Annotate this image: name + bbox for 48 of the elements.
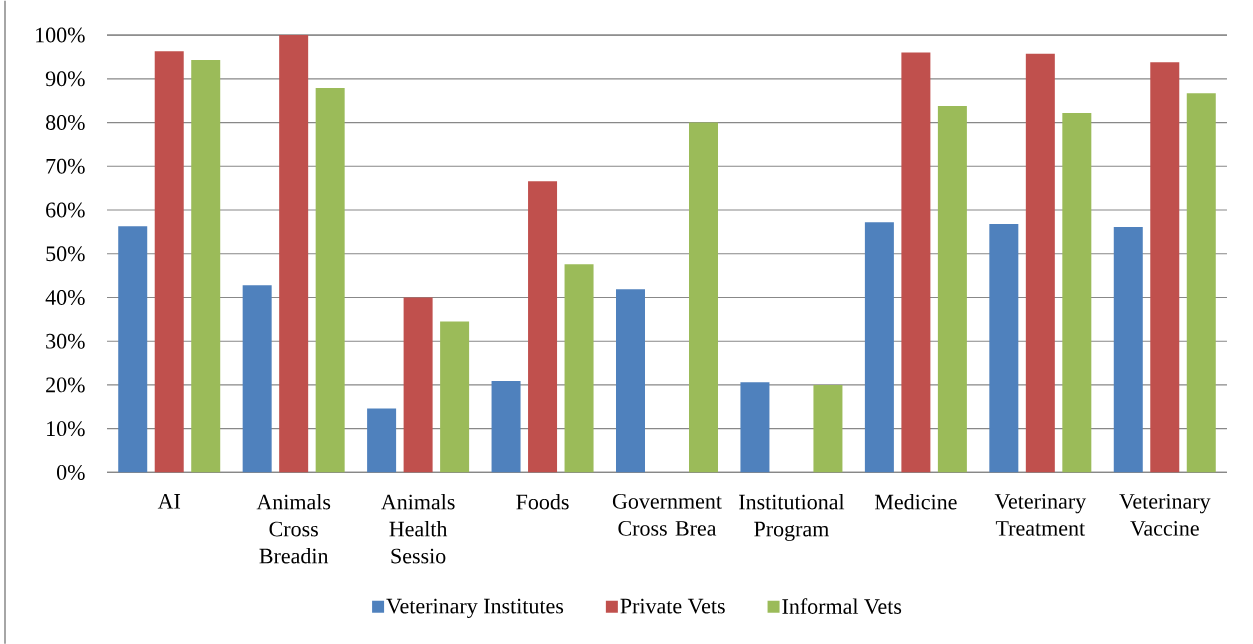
bar: [616, 288, 645, 473]
bar: [367, 408, 397, 473]
bar: [813, 384, 843, 473]
x-tick-label: Animals Cross Breadin: [256, 493, 331, 564]
y-tick-label: 10%: [47, 421, 85, 436]
bar: [689, 122, 718, 473]
x-tick-label: Foods: [516, 493, 569, 510]
bar: [191, 59, 221, 473]
x-tick-label: Institutional Program: [739, 493, 845, 541]
bar: [989, 223, 1019, 473]
bar: [1113, 226, 1143, 473]
bar: [528, 180, 558, 473]
legend-label: Informal Vets: [782, 598, 902, 614]
x-tick-label: Medicine: [874, 493, 957, 510]
bar: [279, 34, 309, 473]
bar: [242, 284, 272, 473]
bar: [901, 52, 931, 473]
bar: [937, 105, 967, 473]
bar: [118, 225, 148, 473]
bar: [1186, 92, 1216, 473]
y-tick-label: 0%: [57, 464, 85, 480]
y-tick-label: 90%: [45, 71, 85, 86]
bar: [1062, 112, 1092, 473]
y-tick-label: 60%: [46, 202, 85, 218]
bar: [864, 222, 894, 473]
y-tick-label: 70%: [46, 158, 85, 174]
bar: [1025, 53, 1055, 473]
bar: [403, 297, 433, 473]
y-tick-label: 20%: [46, 377, 85, 393]
x-tick-label: Veterinary Treatment: [994, 493, 1087, 536]
bar: [440, 321, 470, 473]
y-tick-label: 30%: [46, 333, 85, 349]
bar: [740, 382, 770, 473]
bar: [491, 380, 521, 473]
bar: [1150, 61, 1180, 473]
legend-label: Private Vets: [620, 598, 725, 614]
y-tick-label: 40%: [45, 289, 85, 305]
y-tick-label: 80%: [46, 114, 85, 130]
y-tick-label: 100%: [36, 27, 85, 43]
bar: [154, 50, 184, 473]
x-tick-label: Veterinary Vaccine: [1119, 493, 1211, 536]
y-tick-label: 50%: [46, 246, 85, 261]
bar: [564, 264, 594, 473]
x-tick-label: Animals Health Sessio: [381, 493, 455, 564]
legend-label: Veterinary Institutes: [386, 598, 564, 618]
x-tick-label: AI: [157, 493, 181, 509]
bar: [315, 87, 345, 473]
x-tick-label: Government Cross Brea: [612, 493, 722, 536]
